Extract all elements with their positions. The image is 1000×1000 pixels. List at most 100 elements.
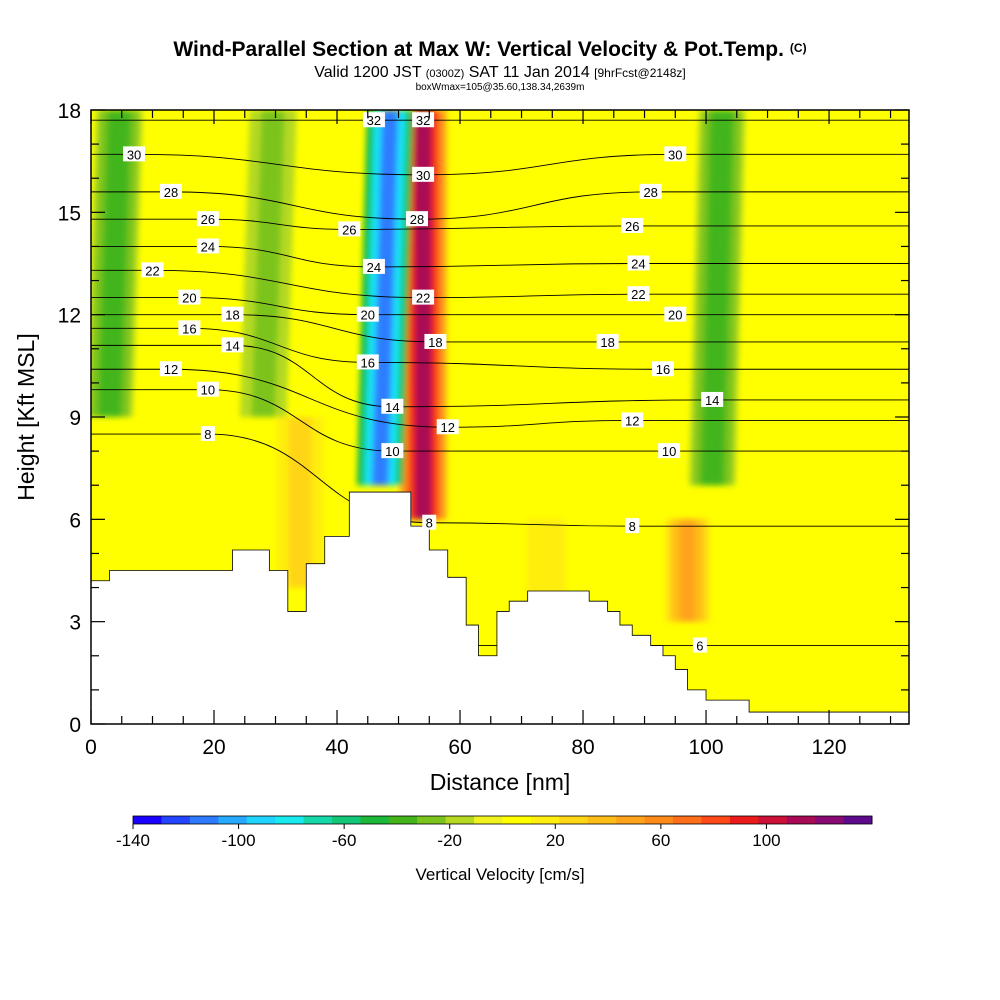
- contour-label: 28: [639, 183, 662, 200]
- contour-label: 8: [625, 518, 640, 534]
- contour-label-bg: [200, 426, 215, 442]
- contour-label-bg: [338, 221, 361, 237]
- contour-label-text: 20: [361, 308, 375, 323]
- contour-label-bg: [412, 112, 435, 128]
- contour-label: 28: [159, 183, 182, 200]
- isentrope-24: [91, 245, 909, 268]
- contour-label-bg: [178, 320, 201, 336]
- isentrope-18: [91, 314, 909, 343]
- colorbar-swatch: [303, 816, 333, 824]
- colorbar-tick-label: 60: [651, 831, 670, 850]
- contour-label-bg: [412, 166, 435, 182]
- contour-label: 14: [381, 398, 404, 415]
- x-tick-label: 20: [202, 736, 225, 759]
- contour-label-text: 10: [385, 444, 399, 459]
- contour-label-bg: [412, 289, 435, 305]
- contour-label: 6: [692, 637, 707, 654]
- contour-label: 22: [412, 289, 435, 306]
- x-axis: 0 20 40 60 80 100 120: [85, 110, 892, 759]
- colorbar-swatch: [559, 816, 589, 824]
- contour-label: 20: [178, 289, 201, 306]
- contour-label: 16: [178, 320, 201, 336]
- contour-label-bg: [221, 306, 244, 322]
- colorbar-swatch: [786, 816, 816, 824]
- x-tick-label: 100: [689, 736, 724, 759]
- contour-label-bg: [381, 398, 404, 414]
- contour-label-bg: [381, 443, 404, 459]
- colorbar-tick-label: 100: [752, 831, 780, 850]
- contour-label-text: 26: [625, 219, 639, 234]
- contour-label-bg: [196, 238, 219, 254]
- y-tick-label: 3: [69, 612, 81, 635]
- contour-label-bg: [621, 412, 644, 428]
- contour-label-text: 8: [426, 516, 433, 531]
- contour-label: 18: [596, 333, 619, 350]
- updraft-1-level-4: [679, 519, 696, 622]
- contour-label-bg: [651, 361, 674, 377]
- contour-label-bg: [692, 637, 707, 653]
- contour-label-bg: [625, 518, 640, 534]
- contour-label: 20: [356, 306, 379, 323]
- contour-label-text: 8: [204, 427, 211, 442]
- contour-label-text: 22: [631, 287, 645, 302]
- contour-label: 14: [701, 391, 724, 408]
- contour-label-bg: [596, 333, 619, 349]
- colorbar-swatch: [189, 816, 219, 824]
- contour-label: 10: [658, 443, 681, 459]
- y-tick-label: 0: [69, 714, 81, 737]
- colorbar-swatch: [246, 816, 276, 824]
- contour-label-text: 10: [201, 383, 215, 398]
- contour-label-text: 12: [440, 420, 454, 435]
- contour-label-text: 8: [629, 519, 636, 534]
- contour-label-text: 22: [145, 263, 159, 278]
- contour-label-text: 26: [201, 212, 215, 227]
- colorbar-swatch: [815, 816, 845, 824]
- contour-label-bg: [422, 514, 437, 530]
- contour-label-bg: [141, 262, 164, 278]
- contour-label-bg: [664, 306, 687, 322]
- contour-label: 30: [123, 146, 146, 162]
- contour-label-bg: [664, 146, 687, 162]
- contour-label-text: 24: [201, 239, 215, 254]
- isentrope-26: [91, 218, 909, 230]
- contour-label-bg: [356, 354, 379, 370]
- isentrope-14: [91, 344, 909, 408]
- chart-subtitle-2: boxWmax=105@35.60,138.34,2639m: [416, 82, 585, 93]
- contour-label-text: 30: [127, 147, 141, 162]
- colorbar: [132, 815, 873, 825]
- contour-label-bg: [362, 258, 385, 274]
- contour-label-text: 10: [662, 444, 676, 459]
- contour-label: 32: [362, 112, 385, 128]
- contour-label-bg: [362, 112, 385, 128]
- colorbar-tick-label: -20: [437, 831, 462, 850]
- colorbar-swatch: [843, 816, 873, 824]
- isentrope-labels: 6 8 8 8 10 10 10 12 12 12 14 14 14 16 16 16 18 18 18 20 20 20…: [123, 112, 724, 654]
- y-axis-label: Height [Kft MSL]: [13, 333, 39, 500]
- colorbar-swatch: [502, 816, 532, 824]
- contour-label-bg: [627, 286, 650, 302]
- contour-label-text: 22: [416, 291, 430, 306]
- contour-label-bg: [621, 217, 644, 233]
- colorbar-swatch: [417, 816, 447, 824]
- colorbar-swatch: [218, 816, 248, 824]
- contour-label-text: 14: [385, 400, 399, 415]
- colorbar-ticks: -140 -100 -60 -20 20 60 100: [116, 824, 781, 850]
- contour-label-text: 14: [225, 338, 239, 353]
- contour-label-text: 20: [668, 308, 682, 323]
- contour-label-text: 32: [367, 113, 381, 128]
- y-tick-label: 6: [69, 509, 81, 532]
- contour-label-bg: [159, 361, 182, 377]
- y-tick-label: 18: [58, 100, 81, 123]
- plot-area: 6 8 8 8 10 10 10 12 12 12 14 14 14 16 16 16 18 18 18 20 20 20…: [91, 110, 909, 724]
- x-tick-label: 0: [85, 736, 97, 759]
- contour-label-text: 16: [182, 321, 196, 336]
- colorbar-tick-label: -140: [116, 831, 150, 850]
- colorbar-swatch: [331, 816, 361, 824]
- contour-label-text: 32: [416, 113, 430, 128]
- x-tick-label: 60: [448, 736, 471, 759]
- colorbar-swatch: [133, 816, 162, 824]
- contour-label-bg: [405, 211, 428, 227]
- contour-label: 32: [412, 112, 435, 128]
- contour-label: 24: [362, 258, 385, 275]
